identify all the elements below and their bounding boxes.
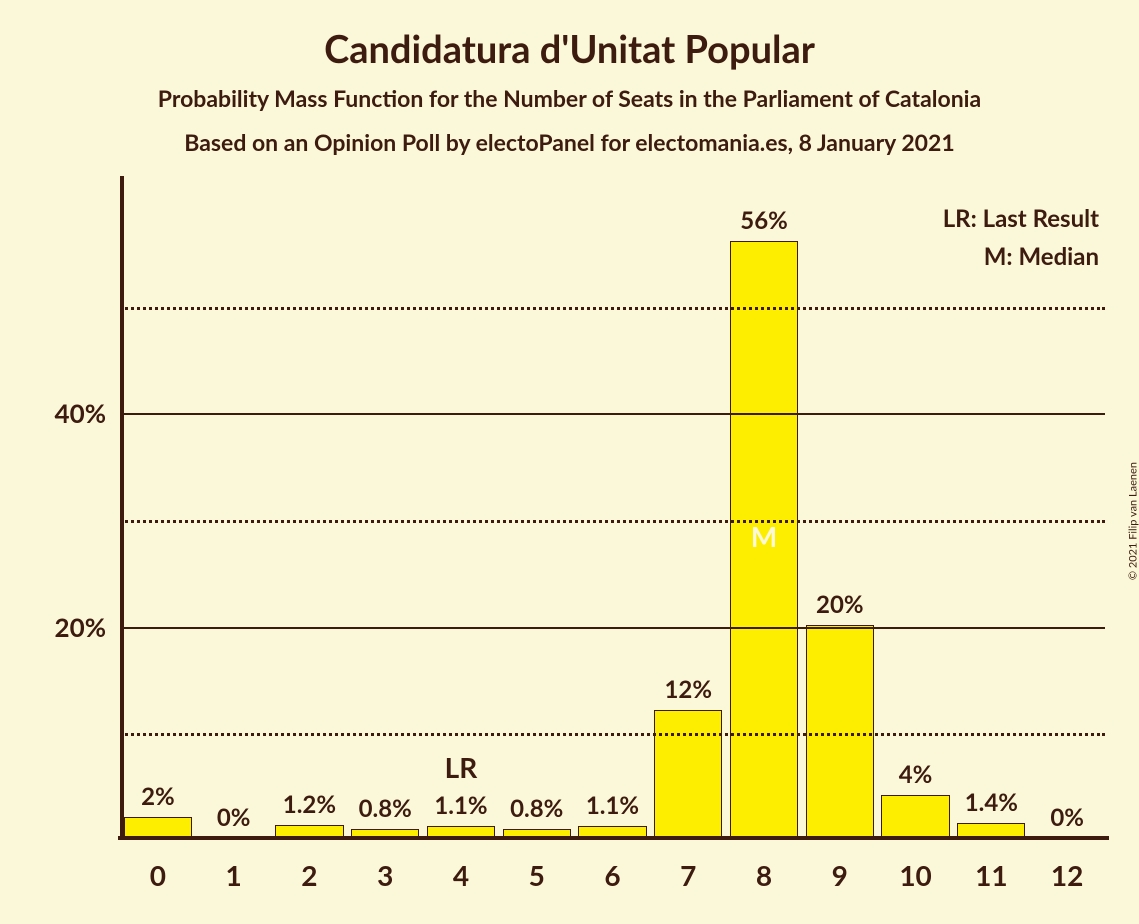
- x-tick-label: 6: [604, 840, 620, 892]
- x-tick-label: 11: [975, 840, 1007, 892]
- plot-area: 2%00%11.2%20.8%31.1%LR40.8%51.1%612%756%…: [120, 200, 1105, 840]
- legend-median: M: Median: [984, 242, 1099, 271]
- x-tick-label: 8: [756, 840, 772, 892]
- x-tick-label: 2: [301, 840, 317, 892]
- gridline: [120, 307, 1105, 310]
- x-tick-label: 5: [529, 840, 545, 892]
- copyright-text: © 2021 Filip van Laenen: [1127, 462, 1139, 580]
- gridlines-layer: [120, 200, 1105, 840]
- chart-title-sub1: Probability Mass Function for the Number…: [0, 84, 1139, 112]
- x-tick-label: 9: [832, 840, 848, 892]
- chart-title-sub2: Based on an Opinion Poll by electoPanel …: [0, 128, 1139, 156]
- x-tick-label: 4: [453, 840, 469, 892]
- x-tick-label: 10: [899, 840, 931, 892]
- x-tick-label: 1: [226, 840, 242, 892]
- x-tick-label: 0: [150, 840, 166, 892]
- gridline: [120, 413, 1105, 415]
- gridline: [120, 733, 1105, 736]
- chart-container: Candidatura d'Unitat Popular Probability…: [0, 0, 1139, 924]
- legend-last-result: LR: Last Result: [943, 204, 1099, 233]
- y-tick-label: 20%: [55, 611, 120, 643]
- gridline: [120, 520, 1105, 523]
- y-axis-line: [120, 176, 124, 840]
- x-tick-label: 12: [1051, 840, 1083, 892]
- gridline: [120, 627, 1105, 629]
- x-tick-label: 3: [377, 840, 393, 892]
- y-tick-label: 40%: [55, 397, 120, 429]
- x-axis-line: [118, 836, 1109, 840]
- x-tick-label: 7: [680, 840, 696, 892]
- chart-title-main: Candidatura d'Unitat Popular: [0, 26, 1139, 72]
